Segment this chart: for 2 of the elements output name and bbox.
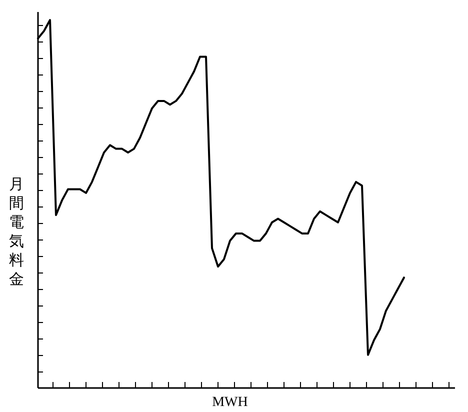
y-axis-title: 月間電気料金 (9, 175, 25, 289)
x-axis-title: MWH (212, 395, 248, 410)
